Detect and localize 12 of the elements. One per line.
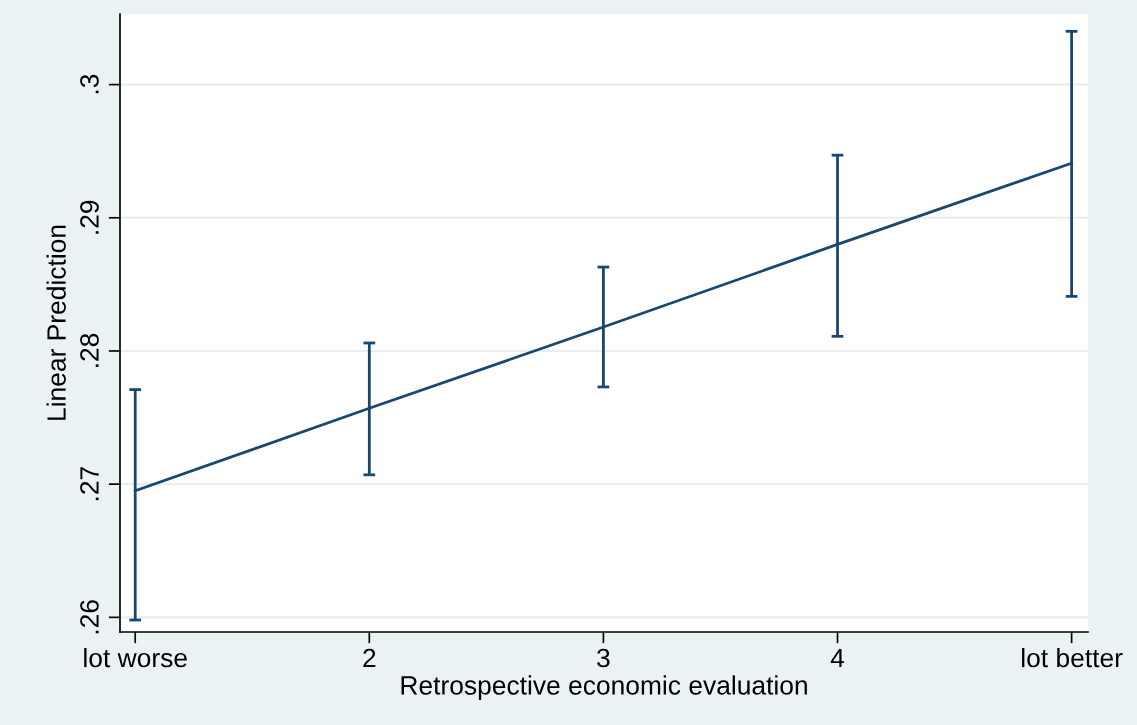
y-tick-label: .27 (80, 467, 99, 501)
x-tick-label: 2 (363, 648, 376, 668)
y-tick-label: .29 (80, 200, 99, 234)
x-axis-title: Retrospective economic evaluation (401, 675, 807, 700)
x-tick-label: lot worse (84, 647, 187, 668)
y-tick-label: .26 (80, 600, 99, 634)
y-tick-label: .28 (80, 333, 99, 367)
y-tick-label: .3 (80, 74, 99, 94)
x-tick-label: lot better (1022, 647, 1123, 668)
y-axis-title: Linear Prediction (46, 225, 66, 420)
x-tick-label: 4 (830, 648, 845, 668)
x-tick-label: 3 (597, 648, 610, 668)
